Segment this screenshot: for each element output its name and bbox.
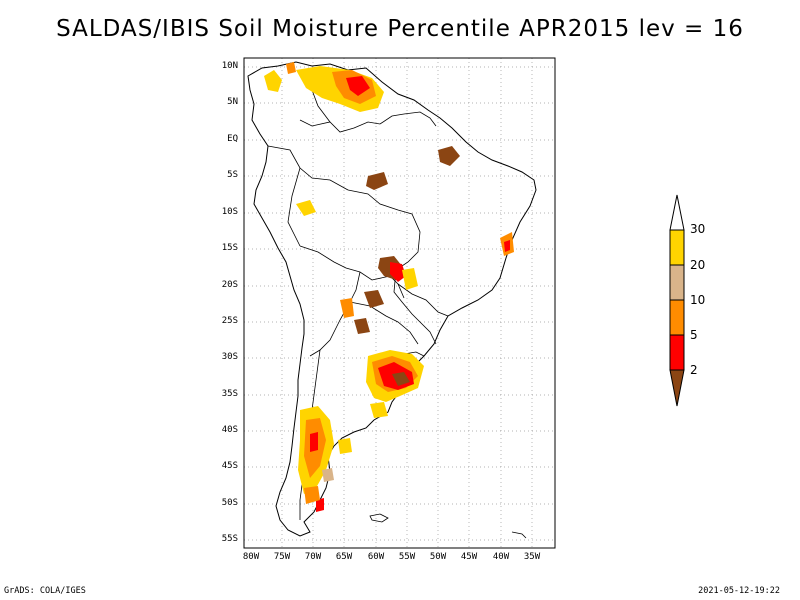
colorbar-top-arrow bbox=[669, 194, 685, 231]
footer-credit: GrADS: COLA/IGES bbox=[4, 586, 86, 596]
x-tick-65w: 65W bbox=[335, 552, 353, 562]
y-tick-10s: 10S bbox=[221, 207, 238, 217]
percentile-shading bbox=[264, 62, 514, 512]
grid-lines bbox=[244, 58, 555, 548]
colorbar-label-30: 30 bbox=[690, 222, 706, 236]
map-plot-area bbox=[244, 58, 555, 548]
falkland-islands bbox=[369, 513, 389, 523]
colorbar-bottom-arrow bbox=[669, 369, 685, 407]
country-borders bbox=[267, 77, 449, 520]
colorbar-label-20: 20 bbox=[690, 258, 706, 272]
colorbar-bin-2-5 bbox=[669, 334, 685, 371]
y-tick-55s: 55S bbox=[221, 534, 238, 544]
y-tick-35s: 35S bbox=[221, 389, 238, 399]
y-tick-15s: 15S bbox=[221, 243, 238, 253]
colorbar-bin-20-30 bbox=[669, 229, 685, 266]
x-tick-80w: 80W bbox=[242, 552, 260, 562]
colorbar-bin-10-20 bbox=[669, 264, 685, 301]
colorbar-bin-5-10 bbox=[669, 299, 685, 336]
colorbar bbox=[669, 194, 685, 407]
y-tick-30s: 30S bbox=[221, 352, 238, 362]
x-tick-50w: 50W bbox=[429, 552, 447, 562]
map-title: SALDAS/IBIS Soil Moisture Percentile APR… bbox=[56, 16, 744, 42]
island-east bbox=[511, 531, 527, 539]
x-tick-55w: 55W bbox=[398, 552, 416, 562]
y-tick-5s: 5S bbox=[227, 170, 238, 180]
y-tick-5n: 5N bbox=[227, 97, 238, 107]
colorbar-label-5: 5 bbox=[690, 328, 698, 342]
x-tick-75w: 75W bbox=[273, 552, 291, 562]
y-tick-eq: EQ bbox=[227, 134, 238, 144]
footer-timestamp: 2021-05-12-19:22 bbox=[698, 586, 780, 596]
y-tick-10n: 10N bbox=[221, 61, 238, 71]
x-tick-45w: 45W bbox=[460, 552, 478, 562]
colorbar-label-10: 10 bbox=[690, 293, 706, 307]
y-tick-20s: 20S bbox=[221, 280, 238, 290]
south-america-outline bbox=[247, 61, 537, 537]
colorbar-label-2: 2 bbox=[690, 363, 698, 377]
x-tick-70w: 70W bbox=[304, 552, 322, 562]
x-tick-60w: 60W bbox=[367, 552, 385, 562]
x-tick-35w: 35W bbox=[523, 552, 541, 562]
y-tick-45s: 45S bbox=[221, 461, 238, 471]
y-tick-50s: 50S bbox=[221, 498, 238, 508]
y-tick-40s: 40S bbox=[221, 425, 238, 435]
y-tick-25s: 25S bbox=[221, 316, 238, 326]
plot-border bbox=[243, 57, 556, 549]
x-tick-40w: 40W bbox=[492, 552, 510, 562]
